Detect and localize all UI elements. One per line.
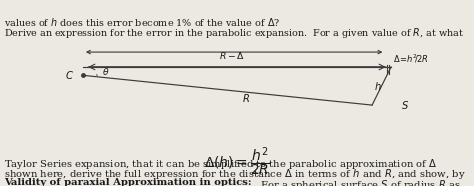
Text: shown here, derive the full expression for the distance $\Delta$ in terms of $h$: shown here, derive the full expression f… (4, 167, 466, 181)
Text: For a spherical surface $S$ of radius $R$ as: For a spherical surface $S$ of radius $R… (256, 178, 460, 186)
Text: $S$: $S$ (401, 99, 409, 111)
Text: $C$: $C$ (64, 69, 73, 81)
Text: $\theta$: $\theta$ (102, 66, 109, 77)
Text: $\Delta(h) = \dfrac{h^2}{2R}$: $\Delta(h) = \dfrac{h^2}{2R}$ (204, 145, 270, 178)
Text: Derive an expression for the error in the parabolic expansion.  For a given valu: Derive an expression for the error in th… (4, 26, 464, 40)
Text: $R$: $R$ (243, 92, 250, 104)
Text: Validity of paraxial Approximation in optics: For a spherical surface $S$ of rad: Validity of paraxial Approximation in op… (4, 178, 431, 186)
Text: Taylor Series expansion, that it can be simplified to the parabolic approximatio: Taylor Series expansion, that it can be … (4, 157, 438, 171)
Text: $R-\Delta$: $R-\Delta$ (219, 50, 245, 61)
Text: $h$: $h$ (374, 80, 382, 92)
Text: Validity of paraxial Approximation in optics:: Validity of paraxial Approximation in op… (4, 178, 251, 186)
Text: $\Delta\!=\!h^2\!/\!2R$: $\Delta\!=\!h^2\!/\!2R$ (393, 52, 429, 65)
Text: values of $h$ does this error become 1% of the value of $\Delta$?: values of $h$ does this error become 1% … (4, 16, 280, 28)
